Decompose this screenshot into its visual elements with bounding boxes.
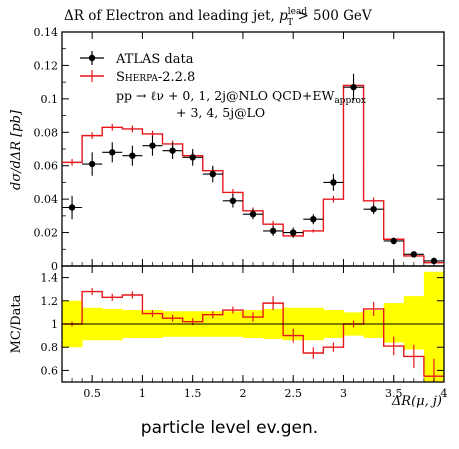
data-point: [350, 83, 357, 91]
data-point: [290, 229, 297, 236]
main-y-tick-label: 0.1: [41, 93, 59, 106]
ratio-y-tick-label: 1: [51, 318, 58, 331]
chart-svg: ΔR of Electron and leading jet, plead T >…: [9, 7, 448, 409]
data-point: [88, 160, 96, 168]
x-axis-label: ΔR(μ, j): [391, 394, 442, 409]
main-y-axis: 0 0.02 0.04 0.06 0.08 0.1 0.12 0.14: [34, 26, 445, 273]
data-point: [430, 257, 438, 265]
ratio-band-bin: [423, 271, 445, 382]
data-point: [169, 147, 176, 154]
x-tick-label: 0.5: [83, 387, 101, 400]
x-tick-label: 1: [139, 387, 146, 400]
data-point: [370, 205, 377, 213]
main-y-tick-label: 0.12: [34, 59, 59, 72]
data-point: [68, 204, 76, 211]
data-point: [149, 142, 156, 149]
ratio-band-bin: [403, 296, 425, 350]
chart-title: ΔR of Electron and leading jet, plead T >…: [64, 7, 372, 28]
main-y-tick-label: 0.14: [34, 26, 59, 39]
data-point: [269, 227, 277, 235]
main-y-tick-label: 0.02: [34, 227, 59, 240]
legend-process-line2: + 3, 4, 5j@LO: [176, 105, 265, 120]
main-y-tick-label: 0.04: [34, 193, 59, 206]
ratio-uncertainty-band: [62, 271, 445, 382]
legend-process-line1: pp → ℓν + 0, 1, 2j@NLO QCD+EWapprox: [116, 88, 366, 106]
ratio-y-axis: 0.6 0.8 1 1.2 1.4: [41, 272, 444, 377]
data-point: [310, 216, 317, 223]
ratio-mc-histogram: [62, 288, 444, 382]
data-point: [189, 154, 196, 161]
data-point: [229, 197, 237, 205]
main-y-axis-label: dσ/dΔR [pb]: [9, 109, 24, 190]
x-tick-label: 1.5: [184, 387, 202, 400]
legend-data-marker: [80, 51, 104, 65]
ratio-y-tick-label: 0.8: [41, 341, 59, 354]
ratio-y-tick-label: 1.2: [41, 295, 59, 308]
ratio-y-tick-label: 0.6: [41, 364, 59, 377]
x-tick-label: 2.5: [284, 387, 302, 400]
main-y-tick-label: 0.08: [34, 126, 59, 139]
legend-mc-label: Sherpa-2.2.8: [116, 70, 195, 85]
data-point: [129, 152, 136, 159]
legend-data-label: ATLAS data: [115, 52, 194, 67]
caption: particle level ev.gen.: [140, 418, 319, 438]
x-tick-label: 4: [441, 387, 448, 400]
ratio-y-tick-label: 1.4: [41, 272, 59, 285]
x-tick-label: 3: [340, 387, 347, 400]
main-y-tick-label: 0.06: [34, 160, 59, 173]
data-point: [390, 237, 397, 245]
data-point: [249, 210, 257, 218]
data-point: [209, 170, 216, 178]
legend-mc-marker: [80, 70, 104, 82]
data-points: [62, 73, 444, 265]
data-point: [410, 251, 418, 258]
data-point: [330, 179, 337, 186]
main-panel-frame: [61, 31, 445, 267]
x-tick-label: 3.5: [385, 387, 403, 400]
ratio-y-axis-label: MC/Data: [9, 294, 24, 353]
x-axis: 0.5 1 1.5 2 2.5 3 3.5 4: [71, 262, 448, 400]
main-panel: 0 0.02 0.04 0.06 0.08 0.1 0.12 0.14 dσ/dΔR [pb]…: [9, 26, 445, 273]
data-point: [109, 149, 116, 156]
x-tick-label: 2: [239, 387, 246, 400]
ratio-band-bin: [102, 308, 123, 341]
ratio-band-bin: [383, 303, 405, 343]
main-y-tick-label: 0: [51, 260, 58, 273]
legend: ATLAS data Sherpa-2.2.8 pp → ℓν + 0, 1, …: [80, 51, 366, 120]
ratio-panel: 0.6 0.8 1 1.2 1.4 0.5 1 1.5 2 2.5 3 3.5 4 MC/Data Δ…: [9, 262, 448, 409]
